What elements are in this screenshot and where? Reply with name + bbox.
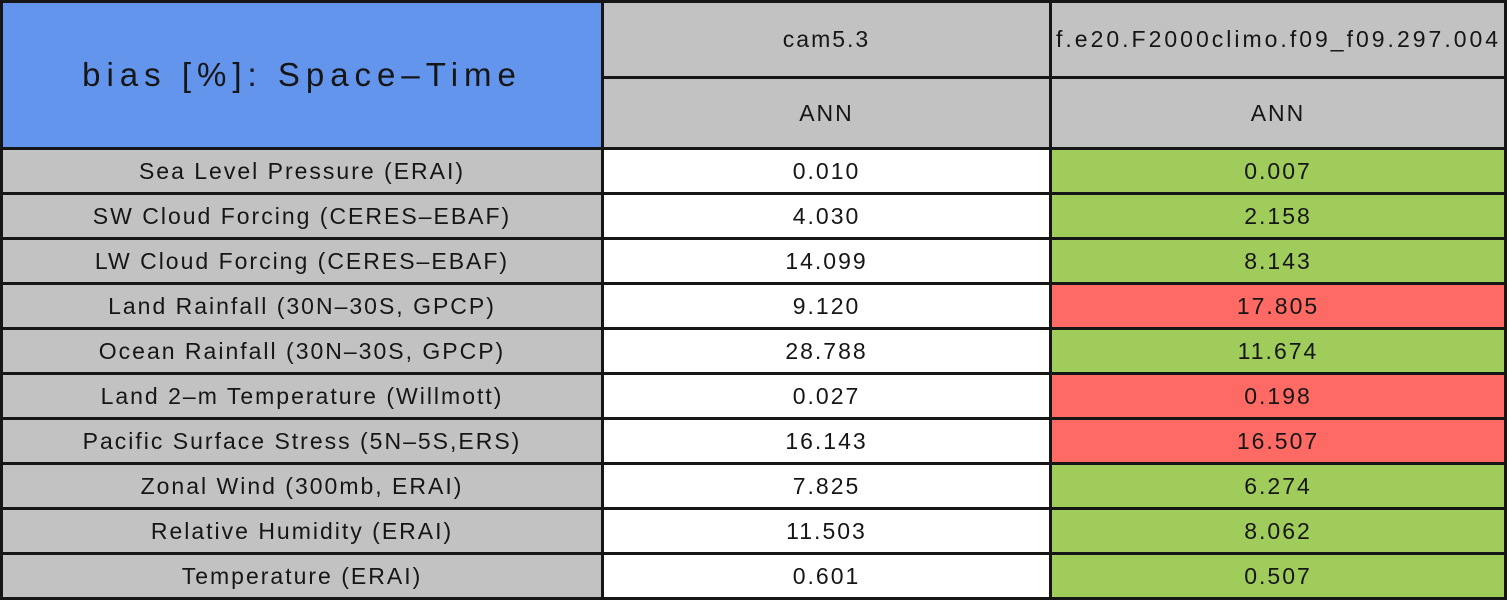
value-cell-test: 2.158: [1049, 192, 1507, 240]
value-cell-test: 8.143: [1049, 237, 1507, 285]
table-row: Land Rainfall (30N–30S, GPCP) 9.120 17.8…: [0, 282, 1507, 330]
row-label: Zonal Wind (300mb, ERAI): [0, 462, 604, 510]
value-cell-baseline: 11.503: [601, 507, 1052, 555]
value-cell-baseline: 9.120: [601, 282, 1052, 330]
row-label: Relative Humidity (ERAI): [0, 507, 604, 555]
row-label: Land 2–m Temperature (Willmott): [0, 372, 604, 420]
value-cell-baseline: 0.027: [601, 372, 1052, 420]
value-cell-baseline: 0.601: [601, 552, 1052, 600]
table-title: bias [%]: Space–Time: [0, 0, 604, 150]
value-cell-test: 6.274: [1049, 462, 1507, 510]
row-label: Pacific Surface Stress (5N–5S,ERS): [0, 417, 604, 465]
column-subheader-season-1: ANN: [601, 76, 1052, 150]
value-cell-test: 11.674: [1049, 327, 1507, 375]
table-row: Zonal Wind (300mb, ERAI) 7.825 6.274: [0, 462, 1507, 510]
table-row: Temperature (ERAI) 0.601 0.507: [0, 552, 1507, 600]
value-cell-baseline: 7.825: [601, 462, 1052, 510]
value-cell-test: 0.198: [1049, 372, 1507, 420]
row-label: SW Cloud Forcing (CERES–EBAF): [0, 192, 604, 240]
column-header-model-2: f.e20.F2000climo.f09_f09.297.004: [1049, 0, 1507, 79]
value-cell-baseline: 0.010: [601, 147, 1052, 195]
header-row-seasons: ANN ANN: [2, 76, 1507, 150]
table-row: Pacific Surface Stress (5N–5S,ERS) 16.14…: [0, 417, 1507, 465]
value-cell-test: 17.805: [1049, 282, 1507, 330]
value-cell-test: 0.507: [1049, 552, 1507, 600]
row-label: Sea Level Pressure (ERAI): [0, 147, 604, 195]
row-label: Land Rainfall (30N–30S, GPCP): [0, 282, 604, 330]
table-row: Land 2–m Temperature (Willmott) 0.027 0.…: [0, 372, 1507, 420]
value-cell-baseline: 16.143: [601, 417, 1052, 465]
table-row: Ocean Rainfall (30N–30S, GPCP) 28.788 11…: [0, 327, 1507, 375]
table-row: LW Cloud Forcing (CERES–EBAF) 14.099 8.1…: [0, 237, 1507, 285]
table-row: Relative Humidity (ERAI) 11.503 8.062: [0, 507, 1507, 555]
value-cell-test: 16.507: [1049, 417, 1507, 465]
value-cell-baseline: 28.788: [601, 327, 1052, 375]
row-label: Temperature (ERAI): [0, 552, 604, 600]
value-cell-baseline: 14.099: [601, 237, 1052, 285]
column-header-model-1: cam5.3: [601, 0, 1052, 79]
column-subheader-season-2: ANN: [1049, 76, 1507, 150]
header-row-models: bias [%]: Space–Time cam5.3 f.e20.F2000c…: [0, 0, 1507, 150]
row-label: Ocean Rainfall (30N–30S, GPCP): [0, 327, 604, 375]
table-row: SW Cloud Forcing (CERES–EBAF) 4.030 2.15…: [0, 192, 1507, 240]
value-cell-baseline: 4.030: [601, 192, 1052, 240]
value-cell-test: 8.062: [1049, 507, 1507, 555]
table-row: Sea Level Pressure (ERAI) 0.010 0.007: [0, 147, 1507, 195]
row-label: LW Cloud Forcing (CERES–EBAF): [0, 237, 604, 285]
value-cell-test: 0.007: [1049, 147, 1507, 195]
